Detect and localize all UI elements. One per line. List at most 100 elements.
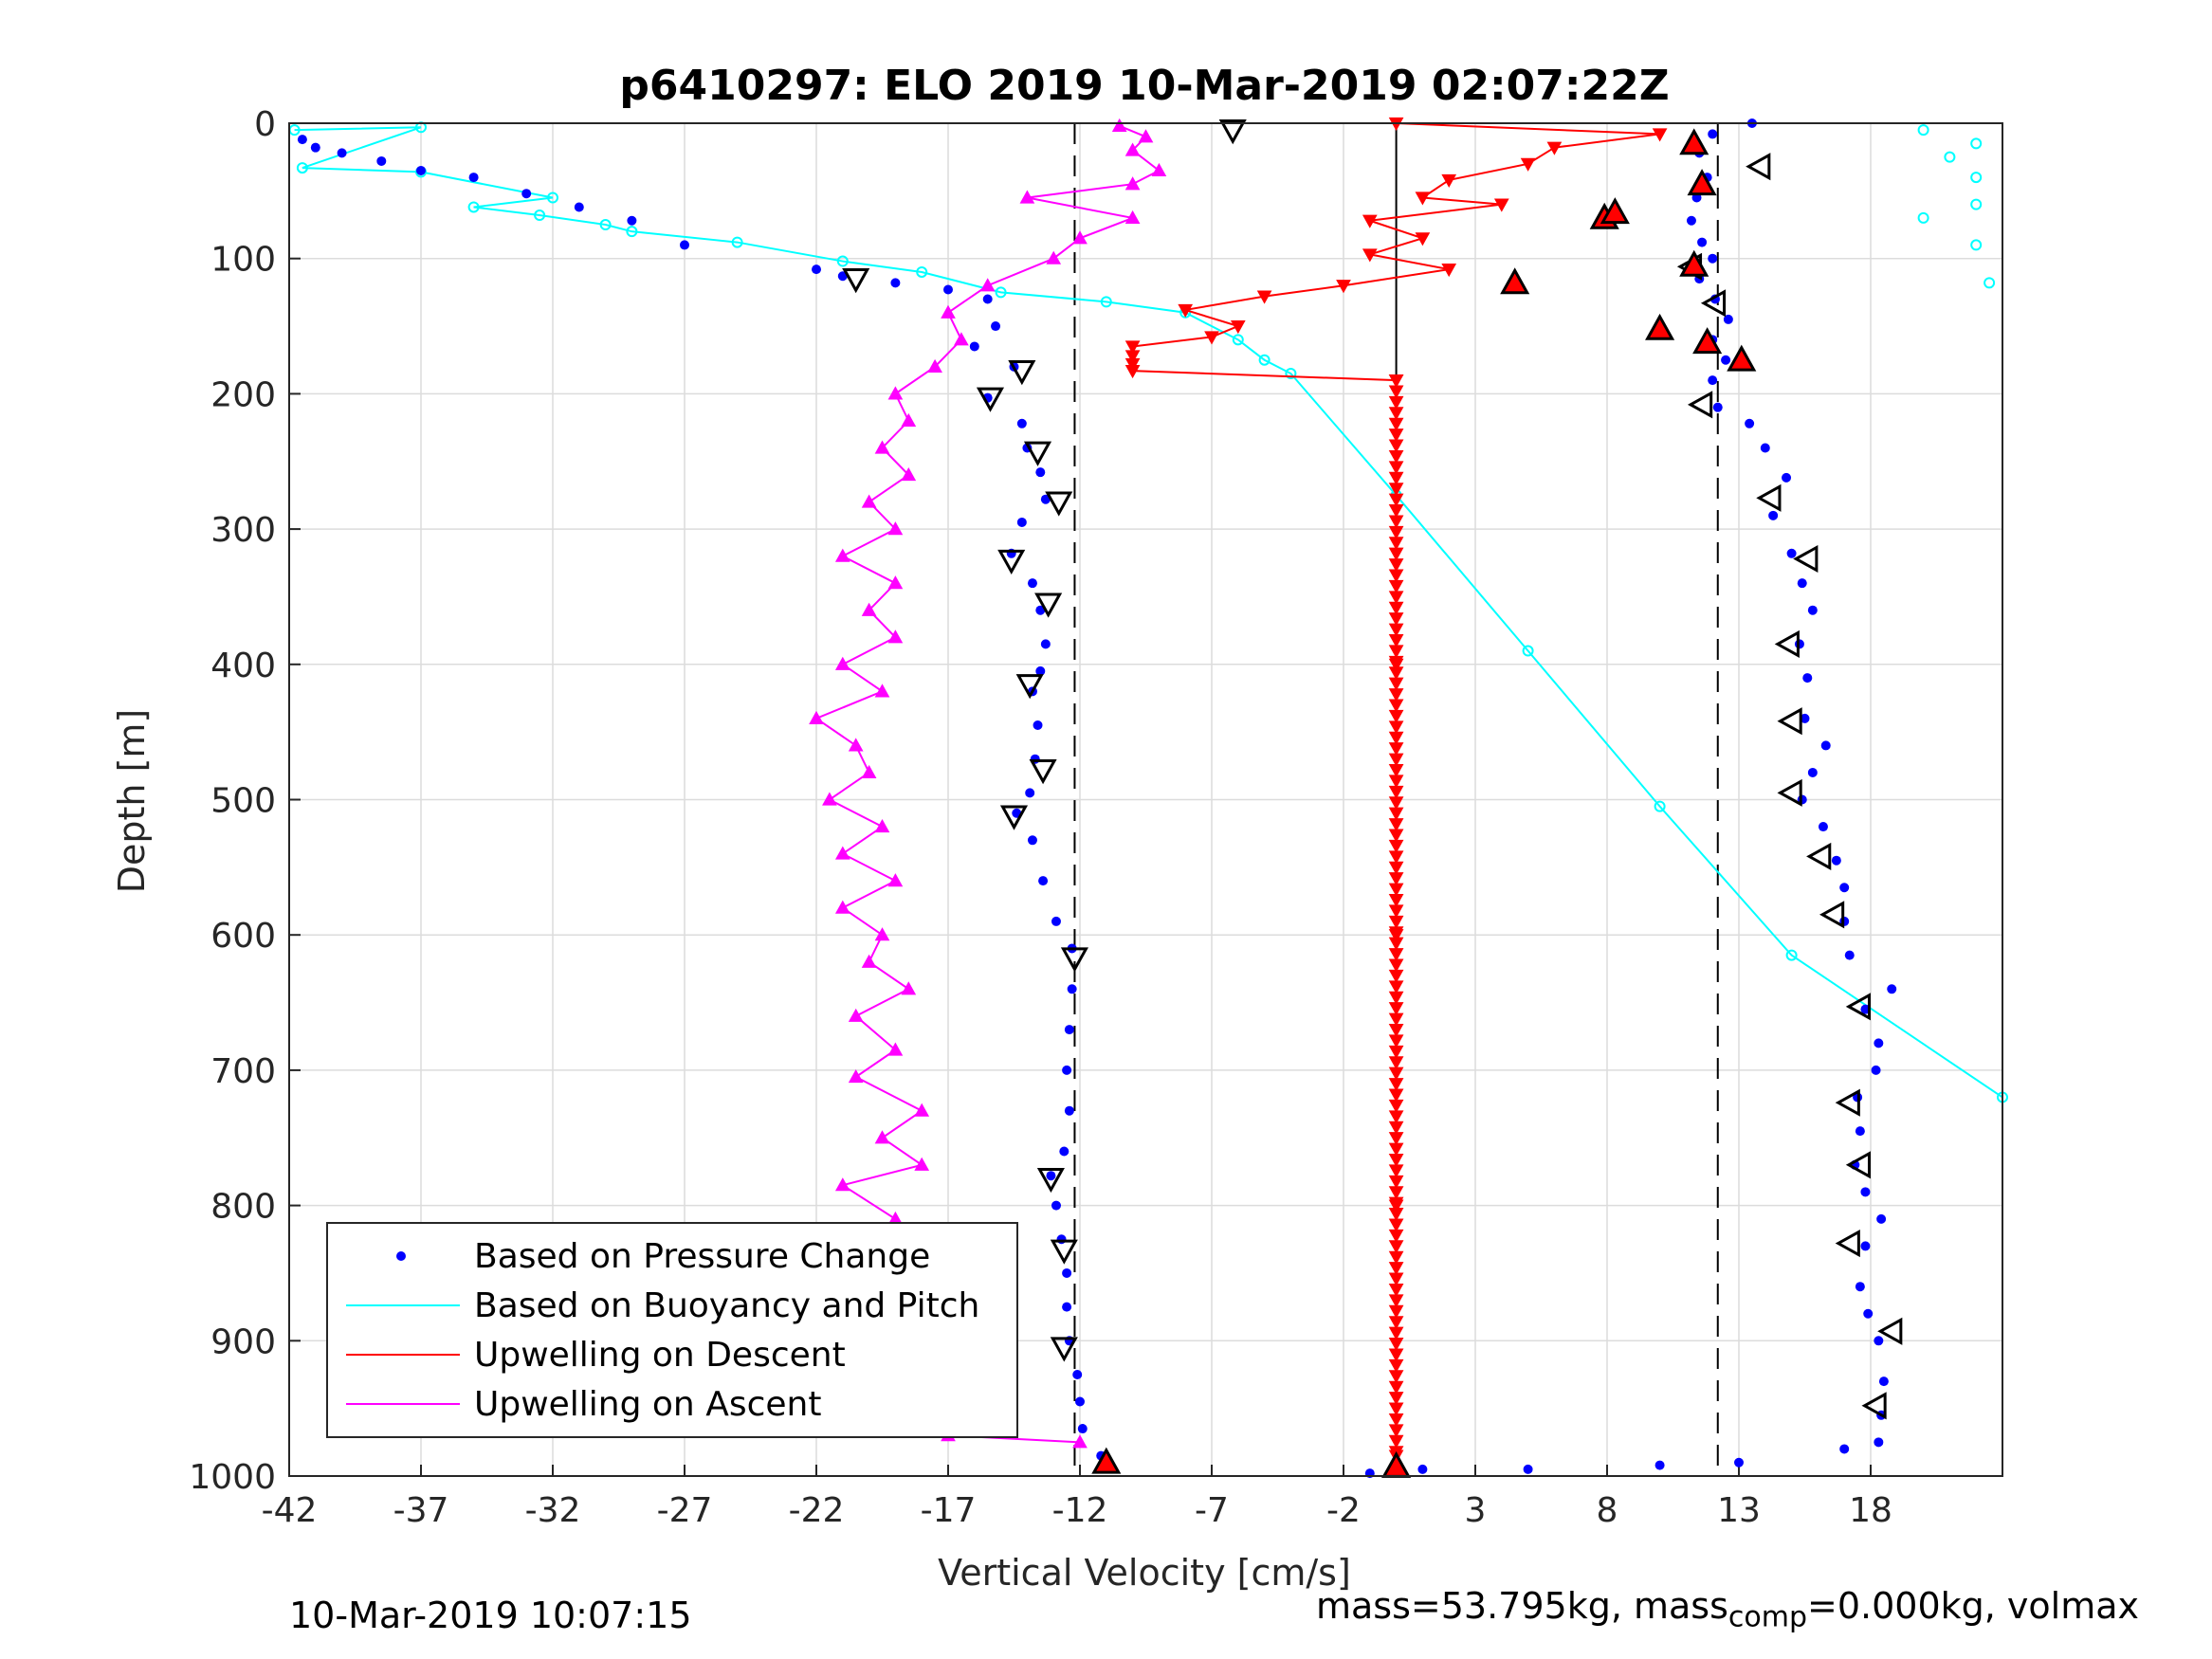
series-upwelling-descent-point bbox=[1388, 1272, 1404, 1286]
x-tick-label: -42 bbox=[262, 1491, 318, 1530]
ascent-open-triangle-marker bbox=[1835, 1230, 1860, 1258]
series-upwelling-descent-point bbox=[1388, 1218, 1404, 1232]
series-pressure-point bbox=[1708, 253, 1718, 264]
series-upwelling-descent-point bbox=[1388, 558, 1404, 573]
series-pressure-point bbox=[1064, 1105, 1074, 1116]
series-pressure-point bbox=[1723, 314, 1733, 324]
descent-open-triangle-marker bbox=[1218, 119, 1247, 145]
series-pressure-point bbox=[521, 189, 532, 199]
x-tick-label: -32 bbox=[525, 1491, 581, 1530]
red-filled-triangle-marker bbox=[1679, 249, 1709, 277]
descent-open-triangle-marker bbox=[1050, 1337, 1078, 1362]
series-pressure-point bbox=[1874, 1437, 1884, 1448]
footer-mass-suffix: =0.000kg, volmax bbox=[1807, 1585, 2140, 1627]
series-upwelling-descent-point bbox=[1388, 1023, 1404, 1038]
series-pressure-point bbox=[337, 148, 347, 158]
y-tick-label: 300 bbox=[210, 511, 276, 550]
series-upwelling-descent-point bbox=[1388, 893, 1404, 908]
series-pressure-point bbox=[969, 341, 979, 352]
series-upwelling-descent-point bbox=[1388, 872, 1404, 886]
series-upwelling-descent-point bbox=[1388, 1034, 1404, 1048]
series-upwelling-descent-point bbox=[1388, 980, 1404, 994]
series-pressure-point bbox=[1860, 1004, 1871, 1014]
red-filled-triangle-marker bbox=[1679, 128, 1709, 155]
chart-title: p6410297: ELO 2019 10-Mar-2019 02:07:22Z bbox=[619, 62, 1669, 110]
series-pressure-point bbox=[1035, 605, 1046, 615]
series-buoyancy-point bbox=[1258, 354, 1271, 366]
series-upwelling-ascent-point bbox=[901, 981, 917, 995]
y-tick-label: 600 bbox=[210, 917, 276, 956]
y-tick-label: 900 bbox=[210, 1322, 276, 1361]
series-upwelling-descent-point bbox=[1124, 350, 1141, 364]
series-buoyancy-point bbox=[296, 162, 308, 174]
series-upwelling-descent-point bbox=[1388, 807, 1404, 821]
y-tick-label: 400 bbox=[210, 647, 276, 685]
ascent-open-triangle-marker bbox=[1793, 544, 1819, 574]
series-upwelling-descent-point bbox=[1388, 537, 1404, 551]
series-pressure-point bbox=[1040, 494, 1051, 504]
series-upwelling-descent-point bbox=[1388, 1338, 1404, 1352]
series-upwelling-descent-point bbox=[1388, 1392, 1404, 1406]
series-pressure-point bbox=[574, 202, 584, 212]
axes-frame bbox=[288, 122, 2003, 1477]
series-pressure-point bbox=[376, 155, 387, 166]
series-upwelling-descent-point bbox=[1362, 214, 1378, 228]
series-upwelling-ascent-point bbox=[834, 656, 850, 670]
series-pressure-point bbox=[943, 284, 953, 295]
series-upwelling-ascent-point bbox=[822, 792, 837, 806]
legend-swatch-dot bbox=[396, 1251, 406, 1261]
series-upwelling-ascent-point bbox=[887, 629, 904, 644]
series-upwelling-descent-point bbox=[1388, 829, 1404, 843]
series-upwelling-descent-point bbox=[1388, 666, 1404, 681]
x-tick-label: 13 bbox=[1717, 1491, 1761, 1530]
series-upwelling-descent-point bbox=[1388, 395, 1404, 410]
series-pressure-point bbox=[1046, 1171, 1056, 1181]
series-pressure-point bbox=[1807, 605, 1818, 615]
y-tick-label: 100 bbox=[210, 241, 276, 280]
series-upwelling-descent-point bbox=[1388, 461, 1404, 475]
series-buoyancy-point bbox=[547, 191, 558, 204]
series-upwelling-descent-point bbox=[1388, 1358, 1404, 1374]
series-upwelling-descent-point bbox=[1388, 1153, 1404, 1168]
ascent-open-triangle-marker bbox=[1835, 1088, 1860, 1117]
series-pressure-point bbox=[1800, 713, 1810, 723]
series-upwelling-descent-point bbox=[1388, 1424, 1404, 1438]
series-buoyancy-point bbox=[1970, 198, 1983, 210]
series-upwelling-descent-point bbox=[1388, 861, 1404, 875]
series-pressure-point bbox=[1874, 1038, 1884, 1048]
series-buoyancy-point bbox=[467, 201, 480, 213]
series-upwelling-descent-point bbox=[1441, 173, 1457, 188]
series-upwelling-descent-point bbox=[1388, 1250, 1404, 1265]
descent-open-triangle-marker bbox=[1029, 759, 1057, 785]
series-upwelling-ascent-point bbox=[914, 1157, 930, 1171]
series-upwelling-descent-point bbox=[1388, 1326, 1404, 1340]
ascent-open-triangle-marker bbox=[1700, 289, 1727, 318]
series-upwelling-ascent-point bbox=[1124, 176, 1141, 191]
series-upwelling-descent-point bbox=[1388, 1132, 1404, 1146]
series-buoyancy-point bbox=[1785, 949, 1798, 961]
series-pressure-point bbox=[1855, 1282, 1865, 1292]
series-upwelling-ascent-point bbox=[874, 684, 890, 698]
series-upwelling-descent-point bbox=[1124, 357, 1141, 373]
ascent-open-triangle-marker bbox=[1777, 778, 1802, 807]
series-upwelling-descent-point bbox=[1388, 449, 1404, 465]
series-upwelling-ascent-point bbox=[979, 278, 996, 292]
series-upwelling-descent-point bbox=[1388, 991, 1404, 1005]
legend-label: Based on Buoyancy and Pitch bbox=[474, 1286, 979, 1325]
series-pressure-point bbox=[1768, 510, 1779, 520]
x-tick-label: 3 bbox=[1465, 1491, 1487, 1530]
series-pressure-point bbox=[1760, 443, 1770, 453]
series-pressure-point bbox=[416, 165, 426, 175]
ascent-open-triangle-marker bbox=[1819, 901, 1845, 929]
series-upwelling-descent-point bbox=[1388, 915, 1404, 929]
series-upwelling-descent-point bbox=[1388, 655, 1404, 669]
series-pressure-point bbox=[1033, 720, 1043, 731]
series-upwelling-descent-point bbox=[1388, 612, 1404, 627]
series-upwelling-descent-point bbox=[1124, 340, 1141, 355]
series-upwelling-descent-point bbox=[1388, 948, 1404, 962]
series-upwelling-descent-point bbox=[1388, 753, 1404, 767]
series-pressure-point bbox=[837, 271, 848, 282]
series-upwelling-descent-point bbox=[1204, 331, 1219, 345]
series-pressure-point bbox=[1794, 639, 1804, 649]
x-tick-label: -7 bbox=[1195, 1491, 1229, 1530]
